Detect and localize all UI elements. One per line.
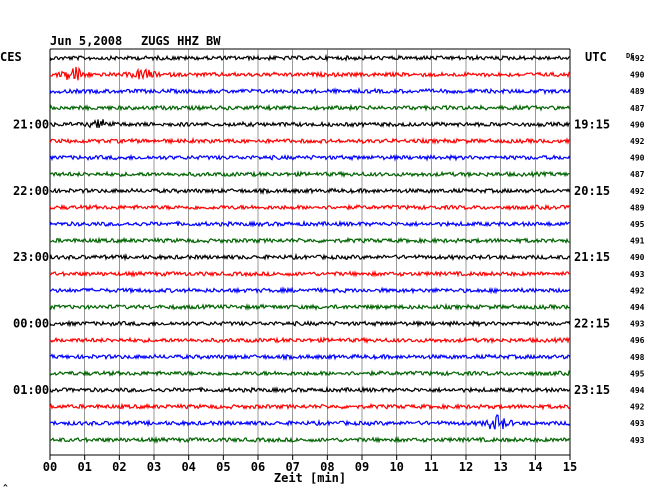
x-tick-label: 10 <box>389 460 403 474</box>
x-tick-label: 05 <box>216 460 230 474</box>
trace-row <box>49 414 571 430</box>
dc-offset-label: 490 <box>630 120 645 129</box>
x-tick-label: 09 <box>355 460 369 474</box>
trace-row <box>49 87 571 96</box>
x-tick-label: 13 <box>493 460 507 474</box>
dc-offset-label: 493 <box>630 270 645 279</box>
footer-mark: ^ <box>3 483 8 492</box>
left-time-label: 00:00 <box>13 317 49 331</box>
trace-row <box>49 402 571 411</box>
trace-row <box>49 170 571 179</box>
trace-row <box>49 252 571 262</box>
dc-offset-label: 491 <box>630 237 645 246</box>
trace-row <box>49 136 571 146</box>
x-tick-label: 12 <box>459 460 473 474</box>
trace-row <box>49 119 571 129</box>
dc-offset-label: 495 <box>630 369 645 378</box>
dc-offset-label: 487 <box>630 104 645 113</box>
dc-offset-label: 487 <box>630 170 645 179</box>
x-tick-label: 02 <box>112 460 126 474</box>
dc-offset-label: 493 <box>630 320 645 329</box>
left-time-label: 21:00 <box>13 117 49 131</box>
traces-group <box>49 53 571 444</box>
x-tick-label: 15 <box>563 460 577 474</box>
trace-row <box>49 103 571 112</box>
dc-offset-label: 493 <box>630 419 645 428</box>
left-time-label: 23:00 <box>13 250 49 264</box>
left-zone-label: CES <box>0 50 22 64</box>
dc-offset-label: 496 <box>630 336 645 345</box>
x-tick-label: 04 <box>181 460 195 474</box>
dc-offset-label: 492 <box>630 403 645 412</box>
trace-row <box>49 286 571 295</box>
right-time-label: 21:15 <box>574 250 610 264</box>
x-tick-label: 06 <box>251 460 265 474</box>
trace-row <box>49 53 571 63</box>
plot-area <box>49 48 571 456</box>
x-tick-label: 14 <box>528 460 542 474</box>
x-tick-label: 03 <box>147 460 161 474</box>
trace-row <box>49 203 571 212</box>
x-axis-label: Zeit [min] <box>274 471 346 485</box>
x-tick-label: 11 <box>424 460 438 474</box>
trace-row <box>49 435 571 444</box>
x-tick-label: 07 <box>285 460 299 474</box>
trace-row <box>49 385 571 394</box>
trace-row <box>49 153 571 162</box>
trace-row <box>49 319 571 328</box>
dc-offset-label: 498 <box>630 353 645 362</box>
trace-row <box>49 66 571 81</box>
time-labels: 492 490 489 487 490 492 490 487 492 489 495 491 490 4… <box>13 54 645 445</box>
dc-offset-label: 492 <box>630 286 645 295</box>
trace-row <box>49 269 571 278</box>
x-axis-ticks: 00 01 02 03 04 05 06 07 08 09 10 11 12 13 14 15 <box>43 455 577 474</box>
trace-row <box>49 302 571 311</box>
x-tick-label: 08 <box>320 460 334 474</box>
dc-offset-label: 492 <box>630 187 645 196</box>
trace-row <box>49 369 571 378</box>
dc-offset-label: 490 <box>630 154 645 163</box>
dc-offset-label: 495 <box>630 220 645 229</box>
trace-row <box>49 353 571 362</box>
right-zone-label: UTC <box>585 50 607 64</box>
right-time-label: 19:15 <box>574 117 610 131</box>
right-time-label: 22:15 <box>574 317 610 331</box>
dc-offset-label: 493 <box>630 436 645 445</box>
dc-offset-label: 490 <box>630 71 645 80</box>
x-tick-label: 00 <box>43 460 57 474</box>
dc-offset-label: 492 <box>630 54 645 63</box>
right-time-label: 23:15 <box>574 383 610 397</box>
trace-row <box>49 236 571 245</box>
header-date: Jun 5,2008 <box>50 34 122 48</box>
header-station: ZUGS HHZ BW <box>141 34 221 48</box>
dc-offset-label: 492 <box>630 137 645 146</box>
left-time-label: 01:00 <box>13 383 49 397</box>
dc-header: DC <box>626 52 634 60</box>
trace-row <box>49 187 571 196</box>
x-tick-label: 01 <box>77 460 91 474</box>
trace-row <box>49 336 571 345</box>
right-time-label: 20:15 <box>574 184 610 198</box>
dc-offset-label: 489 <box>630 87 645 96</box>
dc-offset-label: 489 <box>630 203 645 212</box>
dc-offset-label: 494 <box>630 303 645 312</box>
dc-offset-label: 494 <box>630 386 645 395</box>
trace-row <box>49 219 571 228</box>
left-time-label: 22:00 <box>13 184 49 198</box>
dc-offset-label: 490 <box>630 253 645 262</box>
